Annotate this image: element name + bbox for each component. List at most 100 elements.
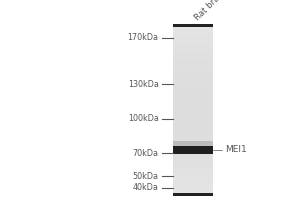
Bar [173,162,213,163]
Bar [173,139,213,140]
Bar [173,103,213,104]
Bar [173,44,213,45]
Bar [173,172,213,173]
Bar [173,158,213,159]
Bar [173,120,213,121]
Bar [173,49,213,50]
Bar [173,129,213,130]
Bar [173,182,213,183]
Bar [173,54,213,55]
Bar [173,38,213,39]
Text: MEI1: MEI1 [225,145,247,154]
Bar [173,128,213,129]
Bar [173,86,213,87]
Bar [173,113,213,114]
Bar [173,140,213,141]
Bar [173,100,213,101]
Bar [173,186,213,187]
Bar [173,32,213,33]
Bar [173,88,213,89]
Bar [173,166,213,167]
Bar [173,45,213,46]
Bar [173,80,213,81]
Bar [173,173,213,174]
Bar [173,30,213,31]
Bar [173,191,213,192]
Bar [173,142,213,143]
Bar [173,93,213,94]
Bar [173,36,213,37]
Bar [173,98,213,99]
Text: 130kDa: 130kDa [128,80,159,89]
Bar [173,148,213,149]
Bar [173,53,213,54]
Bar [173,155,213,156]
Bar [173,177,213,178]
Bar [173,84,213,85]
Bar [173,105,213,106]
Bar [173,153,213,154]
Bar [173,150,213,151]
Bar [173,159,213,160]
Bar [173,133,213,134]
Bar [173,25,213,26]
Bar [173,157,213,158]
Bar [173,149,213,150]
Bar [173,188,213,189]
Bar [173,65,213,66]
Bar [173,82,213,83]
Bar [173,169,213,170]
Bar [173,130,213,131]
Bar [173,35,213,36]
Bar [173,26,213,27]
Bar [173,43,213,44]
Bar [173,174,213,175]
Bar [173,28,213,29]
Bar [173,68,213,69]
Bar [173,190,213,191]
Bar [173,24,213,25]
Bar [173,187,213,188]
Bar [173,194,213,195]
Bar [173,127,213,128]
Bar [173,193,213,194]
Bar [173,70,213,71]
Bar [173,108,213,109]
Bar [173,37,213,38]
Bar [173,46,213,47]
Bar [173,170,213,171]
Bar [173,94,213,95]
Bar [173,50,213,51]
Bar [173,116,213,117]
Bar [173,71,213,72]
Bar [173,110,213,111]
Bar [173,138,213,139]
Bar [173,58,213,59]
Bar [173,180,213,181]
Bar [173,125,213,126]
Bar [173,99,213,100]
Bar [173,156,213,157]
Bar [173,184,213,185]
Bar [173,61,213,62]
Bar [173,195,213,196]
Bar [173,47,213,48]
Bar [173,161,213,162]
Bar [173,52,213,53]
Bar [173,91,213,92]
Bar [173,96,213,97]
Bar [173,67,213,68]
Bar [173,63,213,64]
Bar [173,192,213,193]
Bar [173,163,213,164]
Bar [173,147,213,148]
Bar [173,179,213,180]
Bar [173,109,213,110]
Bar [173,104,213,105]
Bar [173,87,213,88]
Bar [173,95,213,96]
Bar [173,76,213,77]
Bar [173,72,213,73]
Bar [173,48,213,49]
Bar [173,56,213,57]
